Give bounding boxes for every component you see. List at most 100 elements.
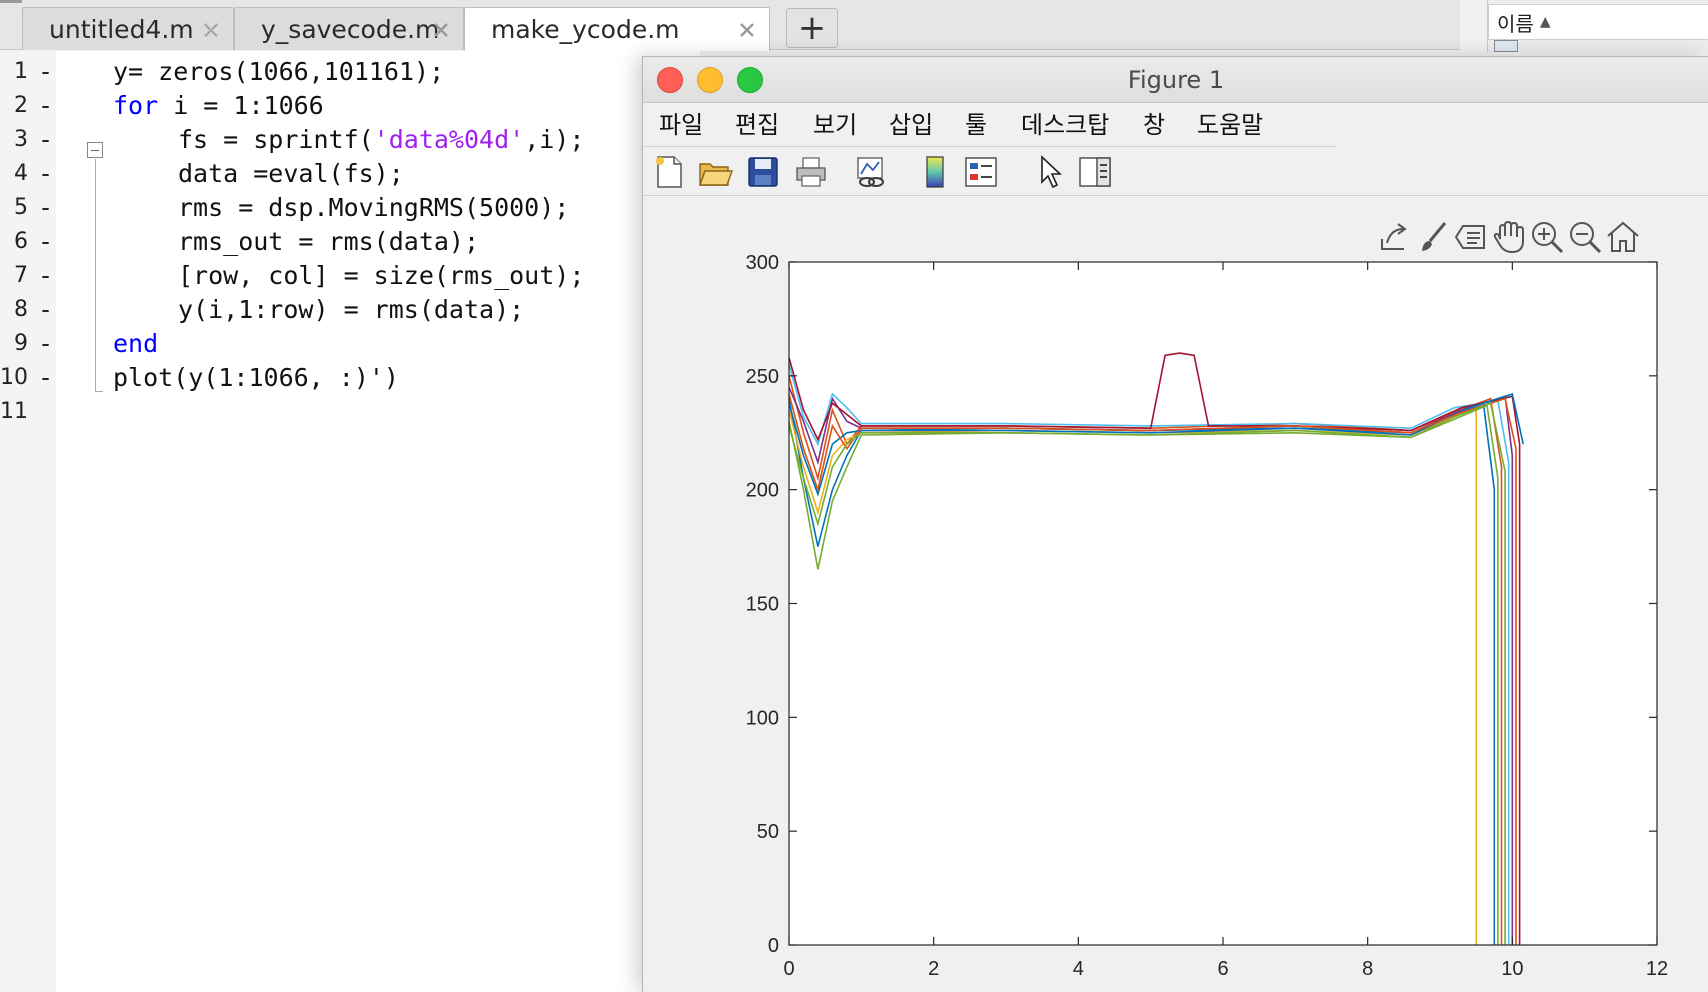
- print-icon[interactable]: [793, 154, 829, 190]
- link-plot-icon[interactable]: [853, 154, 889, 190]
- menu-edit[interactable]: 편집: [735, 111, 780, 139]
- add-tab-button[interactable]: +: [786, 8, 838, 48]
- breakpoint-marker[interactable]: -: [38, 125, 54, 154]
- figure-window: Figure 1 파일 편집 보기 삽입 툴 데스크탑 창 도움말: [642, 56, 1708, 992]
- line-number: 7: [14, 263, 28, 288]
- open-file-icon[interactable]: [697, 154, 733, 190]
- x-tick-label: 2: [928, 958, 939, 980]
- code-line[interactable]: 6- rms_out = rms(data);: [0, 225, 700, 259]
- line-number: 9: [14, 331, 28, 356]
- series-line-6: [788, 364, 1510, 945]
- pan-hand-icon[interactable]: [1491, 219, 1527, 255]
- code-token: y= zeros(1066,101161);: [113, 57, 445, 86]
- line-number: 6: [14, 229, 28, 254]
- code-text: [row, col] = size(rms_out);: [178, 259, 584, 293]
- code-editor[interactable]: 1- y= zeros(1066,101161); 2- for i = 1:1066…: [0, 51, 700, 992]
- close-icon[interactable]: [431, 20, 451, 40]
- code-text: for i = 1:1066: [113, 89, 324, 123]
- code-line[interactable]: 3- fs = sprintf('data%04d',i);: [0, 123, 700, 157]
- name-column-header[interactable]: 이름 ▲: [1488, 4, 1708, 40]
- code-line[interactable]: 9- end: [0, 327, 700, 361]
- code-token: data =eval(fs);: [178, 159, 404, 188]
- series-layer: [788, 352, 1524, 945]
- y-tick-label: 150: [746, 594, 779, 616]
- figure-title: Figure 1: [1127, 66, 1225, 94]
- breakpoint-marker[interactable]: -: [38, 57, 54, 86]
- y-tick-label: 200: [746, 480, 779, 502]
- zoom-in-icon[interactable]: [1529, 219, 1565, 255]
- code-token: plot(y(1:1066, :)'): [113, 363, 399, 392]
- code-text: fs = sprintf('data%04d',i);: [178, 123, 584, 157]
- code-token: rms_out = rms(data);: [178, 227, 480, 256]
- code-token: y(i,1:row) = rms(data);: [178, 295, 525, 324]
- code-token: [row, col] = size(rms_out);: [178, 261, 585, 290]
- breakpoint-marker[interactable]: -: [38, 295, 54, 324]
- brush-icon[interactable]: [1415, 219, 1451, 255]
- close-icon[interactable]: [201, 20, 221, 40]
- breakpoint-marker[interactable]: -: [38, 363, 54, 392]
- menu-help[interactable]: 도움말: [1197, 111, 1264, 139]
- menu-tools[interactable]: 툴: [965, 111, 988, 139]
- x-tick-label: 12: [1646, 958, 1668, 980]
- tab-make-ycode[interactable]: make_ycode.m: [464, 7, 770, 51]
- close-icon[interactable]: [737, 20, 757, 40]
- line-number: 2: [14, 93, 28, 118]
- code-line[interactable]: 5- rms = dsp.MovingRMS(5000);: [0, 191, 700, 225]
- close-window-button[interactable]: [657, 67, 683, 93]
- zoom-window-button[interactable]: [737, 67, 763, 93]
- code-line[interactable]: 7- [row, col] = size(rms_out);: [0, 259, 700, 293]
- line-number: 3: [14, 127, 28, 152]
- breakpoint-marker[interactable]: -: [38, 261, 54, 290]
- data-tips-icon[interactable]: [1453, 219, 1489, 255]
- string-token: 'data%04d': [373, 125, 525, 154]
- menu-insert[interactable]: 삽입: [889, 111, 934, 139]
- code-line[interactable]: 8- y(i,1:row) = rms(data);: [0, 293, 700, 327]
- breakpoint-marker[interactable]: -: [38, 329, 54, 358]
- edit-plot-pointer-icon[interactable]: [1033, 154, 1069, 190]
- code-line[interactable]: 1- y= zeros(1066,101161);: [0, 55, 700, 89]
- colorbar-icon[interactable]: [917, 154, 953, 190]
- code-text: plot(y(1:1066, :)'): [113, 361, 399, 395]
- tab-untitled4[interactable]: untitled4.m: [22, 7, 234, 50]
- sort-ascending-icon: ▲: [1539, 14, 1551, 30]
- current-folder-panel: 이름 ▲: [1487, 0, 1708, 52]
- breakpoint-marker[interactable]: -: [38, 193, 54, 222]
- code-text: rms_out = rms(data);: [178, 225, 479, 259]
- breakpoint-marker[interactable]: -: [38, 91, 54, 120]
- breakpoint-marker[interactable]: -: [38, 227, 54, 256]
- new-figure-icon[interactable]: [651, 154, 687, 190]
- zoom-out-icon[interactable]: [1567, 219, 1603, 255]
- home-icon[interactable]: [1605, 219, 1641, 255]
- menu-file[interactable]: 파일: [659, 111, 704, 139]
- code-token: ,i);: [524, 125, 585, 154]
- x-tick-label: 6: [1217, 958, 1228, 980]
- code-line[interactable]: 11: [0, 395, 700, 429]
- code-line[interactable]: 10- plot(y(1:1066, :)'): [0, 361, 700, 395]
- x-tick-label: 4: [1073, 958, 1084, 980]
- folder-icon[interactable]: [1494, 40, 1518, 52]
- property-inspector-icon[interactable]: [1077, 154, 1113, 190]
- tab-y-savecode[interactable]: y_savecode.m: [234, 7, 464, 50]
- axes-toolbar: [1377, 219, 1657, 259]
- legend-icon[interactable]: [963, 154, 999, 190]
- y-tick-label: 100: [746, 707, 779, 729]
- fold-collapse-icon[interactable]: [87, 142, 103, 158]
- figure-titlebar[interactable]: Figure 1: [643, 57, 1708, 103]
- minimize-window-button[interactable]: [697, 67, 723, 93]
- series-line-10: [788, 402, 1506, 945]
- code-text: data =eval(fs);: [178, 157, 404, 191]
- code-line[interactable]: 2- for i = 1:1066: [0, 89, 700, 123]
- figure-menubar: 파일 편집 보기 삽입 툴 데스크탑 창 도움말: [643, 103, 1336, 147]
- plot-area[interactable]: 0 2 4 6 8 10 12 0 50 100 150 200 250 300: [643, 57, 1708, 992]
- breakpoint-marker[interactable]: -: [38, 159, 54, 188]
- series-line-9: [788, 393, 1517, 945]
- tab-label: make_ycode.m: [491, 15, 680, 44]
- fold-guide: [95, 159, 96, 391]
- menu-view[interactable]: 보기: [813, 111, 858, 139]
- menu-desktop[interactable]: 데스크탑: [1021, 111, 1110, 139]
- export-icon[interactable]: [1377, 219, 1413, 255]
- code-line[interactable]: 4- data =eval(fs);: [0, 157, 700, 191]
- line-number: 1: [14, 59, 28, 84]
- menu-window[interactable]: 창: [1143, 111, 1166, 139]
- save-icon[interactable]: [745, 154, 781, 190]
